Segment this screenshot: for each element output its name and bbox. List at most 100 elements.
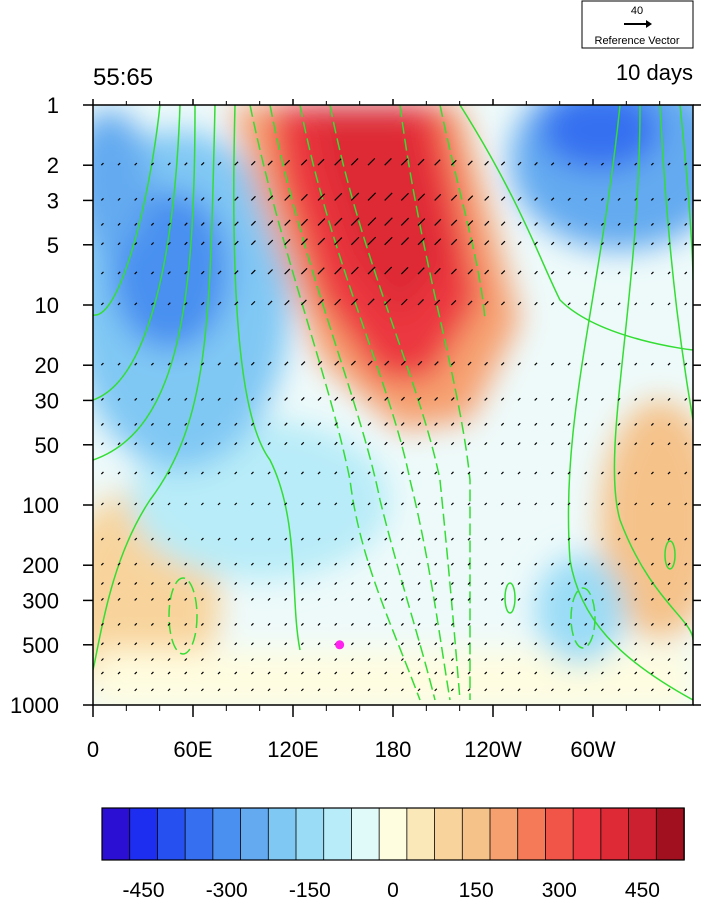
wind-vector bbox=[467, 220, 474, 226]
wind-vector bbox=[434, 193, 442, 201]
wind-vector bbox=[450, 671, 454, 675]
wind-vector bbox=[600, 197, 604, 201]
colorbar-label: 450 bbox=[625, 879, 660, 898]
x-tick-label: 60E bbox=[173, 737, 212, 762]
wind-vector bbox=[467, 397, 472, 401]
wind-vector bbox=[617, 597, 621, 601]
colorbar-swatch bbox=[295, 807, 325, 861]
wind-vector bbox=[434, 642, 438, 646]
wind-vector bbox=[350, 422, 355, 426]
wind-vector bbox=[100, 422, 104, 426]
wind-vector bbox=[617, 222, 621, 226]
wind-vector bbox=[434, 159, 441, 166]
y-tick-label: 5 bbox=[47, 233, 59, 258]
wind-vector bbox=[484, 160, 489, 166]
wind-vector bbox=[217, 537, 221, 541]
wind-vector bbox=[500, 471, 504, 475]
wind-vector bbox=[184, 302, 188, 306]
wind-vector bbox=[234, 301, 239, 306]
wind-vector bbox=[167, 658, 171, 662]
wind-vector bbox=[584, 671, 588, 675]
wind-vector bbox=[117, 422, 121, 426]
wind-vector bbox=[167, 471, 171, 475]
wind-vector bbox=[517, 642, 521, 646]
y-tick-label: 300 bbox=[22, 588, 59, 613]
wind-vector bbox=[667, 688, 671, 692]
wind-vector bbox=[500, 161, 506, 166]
wind-vector bbox=[350, 441, 355, 446]
wind-vector bbox=[334, 422, 338, 426]
wind-vector bbox=[684, 422, 688, 426]
wind-vector bbox=[600, 271, 604, 275]
wind-vector bbox=[667, 671, 671, 675]
wind-vector bbox=[350, 502, 354, 506]
wind-vector bbox=[534, 222, 538, 226]
wind-vector bbox=[517, 471, 521, 475]
wind-vector bbox=[300, 537, 304, 541]
wind-vector bbox=[150, 537, 154, 541]
y-tick-label: 1000 bbox=[10, 693, 59, 718]
wind-vector bbox=[150, 471, 154, 475]
wind-vector bbox=[200, 502, 204, 506]
wind-vector bbox=[217, 161, 222, 166]
wind-vector bbox=[367, 192, 377, 201]
wind-vector bbox=[117, 471, 121, 475]
wind-vector bbox=[267, 220, 274, 226]
wind-vector bbox=[300, 441, 305, 446]
wind-vector bbox=[450, 471, 454, 475]
wind-vector bbox=[150, 562, 154, 566]
wind-vector bbox=[634, 197, 638, 201]
wind-vector bbox=[200, 658, 204, 662]
wind-vector bbox=[384, 582, 388, 586]
wind-vector bbox=[317, 299, 324, 306]
wind-vector bbox=[100, 197, 104, 201]
colorbar-swatch bbox=[240, 807, 270, 861]
wind-vector bbox=[634, 242, 638, 246]
wind-vector bbox=[184, 241, 188, 246]
wind-vector bbox=[134, 688, 138, 692]
wind-vector bbox=[567, 642, 571, 646]
wind-vector bbox=[234, 270, 239, 275]
wind-vector bbox=[417, 562, 421, 566]
wind-vector bbox=[450, 658, 454, 662]
wind-vector bbox=[417, 218, 426, 226]
wind-vector bbox=[334, 471, 338, 475]
wind-vector bbox=[634, 622, 638, 626]
wind-vector bbox=[350, 688, 354, 692]
wind-vector bbox=[317, 658, 321, 662]
wind-vector bbox=[350, 642, 354, 646]
wind-vector bbox=[434, 238, 442, 246]
wind-vector bbox=[300, 582, 304, 586]
wind-vector bbox=[184, 471, 188, 475]
wind-vector bbox=[484, 642, 488, 646]
wind-vector bbox=[350, 658, 354, 662]
wind-vector bbox=[384, 658, 388, 662]
wind-vector bbox=[284, 268, 291, 275]
wind-vector bbox=[250, 582, 254, 586]
wind-vector bbox=[217, 582, 221, 586]
wind-vector bbox=[517, 422, 521, 426]
wind-vector bbox=[534, 397, 538, 401]
wind-vector bbox=[134, 302, 138, 306]
wind-vector bbox=[117, 222, 121, 226]
wind-vector bbox=[300, 671, 304, 675]
wind-vector bbox=[400, 642, 404, 646]
wind-vector bbox=[484, 361, 488, 366]
wind-vector bbox=[550, 271, 555, 275]
wind-vector bbox=[450, 194, 458, 201]
wind-vector bbox=[284, 194, 291, 201]
wind-vector bbox=[267, 397, 272, 401]
wind-vector bbox=[134, 271, 138, 275]
wind-vector bbox=[367, 441, 372, 446]
wind-vector bbox=[334, 562, 338, 566]
wind-vector bbox=[117, 622, 121, 626]
wind-vector bbox=[617, 688, 621, 692]
wind-vector bbox=[167, 241, 171, 246]
colorbar-label: 150 bbox=[459, 879, 494, 898]
wind-vector bbox=[567, 671, 571, 675]
wind-vector bbox=[517, 397, 521, 401]
wind-vector bbox=[184, 622, 188, 626]
wind-vector bbox=[417, 537, 421, 541]
heatmap-field bbox=[93, 105, 693, 705]
wind-vector bbox=[100, 397, 104, 401]
